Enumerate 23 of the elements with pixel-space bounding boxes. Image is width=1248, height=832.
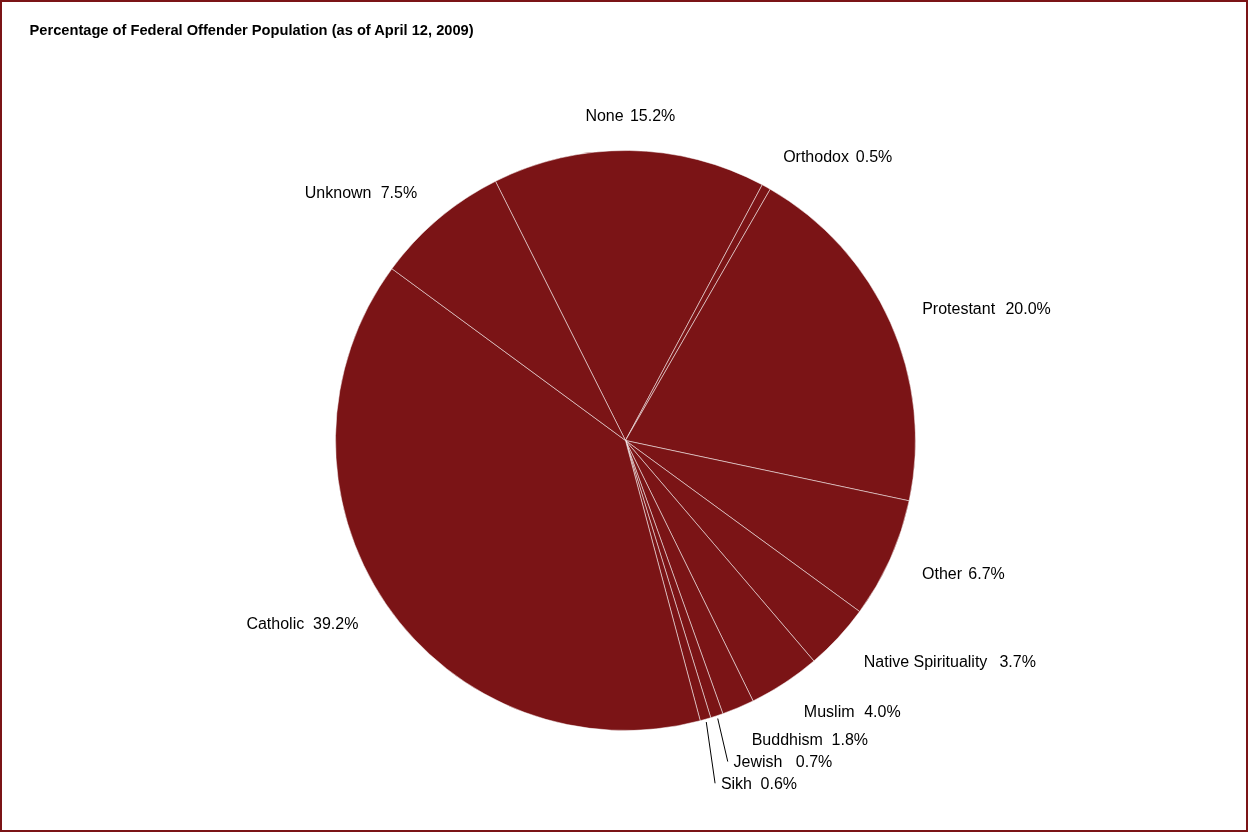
slice-label: Protestant (922, 299, 996, 317)
data-label: 6.7% (968, 564, 1005, 582)
slice-label: Jewish (733, 753, 783, 771)
data-label: 4.0% (864, 703, 901, 721)
slice-label: None (585, 107, 624, 125)
data-label: 7.5% (380, 183, 418, 201)
slice-label: Muslim (803, 703, 855, 721)
data-label: 15.2% (629, 107, 676, 125)
data-label: 0.7% (795, 753, 833, 771)
slice-label: Buddhism (751, 731, 823, 749)
data-label: 0.6% (760, 774, 798, 792)
slice-label: Orthodox (783, 148, 849, 166)
slice-label: Unknown (304, 183, 372, 201)
data-label: 20.0% (1005, 299, 1051, 317)
slice-label: Native Spirituality (863, 652, 988, 670)
data-label: 0.5% (855, 148, 893, 166)
data-label: 39.2% (313, 615, 359, 633)
chart-title: Percentage of Federal Offender Population (as of April 12, 2009) (29, 21, 474, 38)
data-label: 3.7% (999, 652, 1036, 670)
slice-label: Other (922, 564, 963, 582)
slice-label: Sikh (720, 774, 752, 792)
slice-label: Catholic (246, 615, 305, 633)
data-label: 1.8% (831, 731, 869, 749)
